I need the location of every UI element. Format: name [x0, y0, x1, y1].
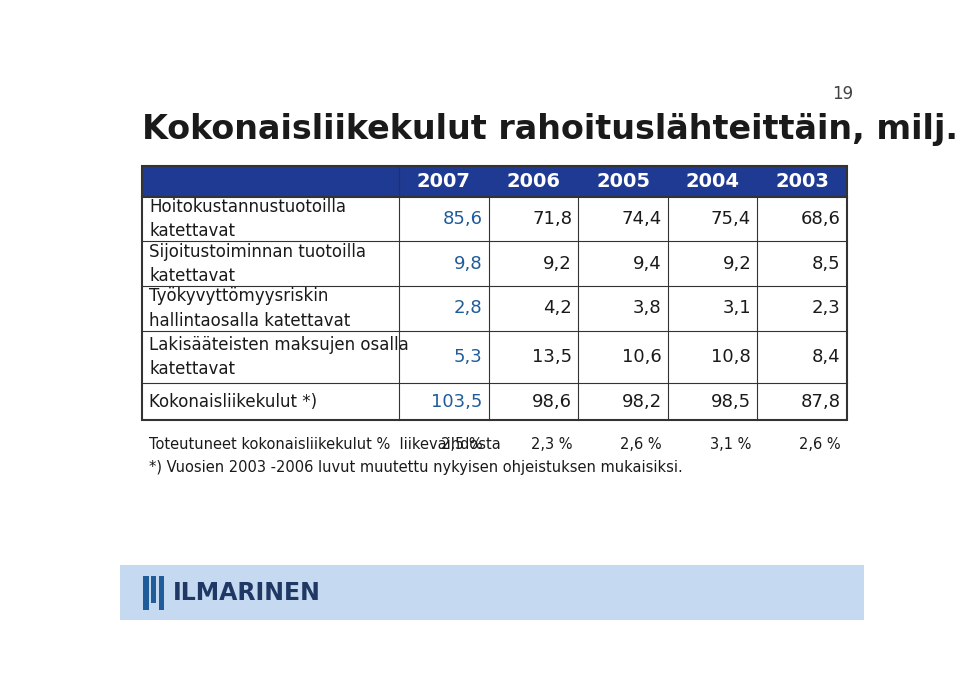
- Text: 3,1 %: 3,1 %: [709, 437, 751, 452]
- Bar: [142, 286, 847, 331]
- Text: Kokonaisliikekulut *): Kokonaisliikekulut *): [150, 392, 318, 411]
- Text: 98,5: 98,5: [711, 392, 751, 411]
- Text: 8,4: 8,4: [812, 348, 841, 366]
- Text: 98,2: 98,2: [621, 392, 661, 411]
- Text: 87,8: 87,8: [801, 392, 841, 411]
- Text: Sijoitustoiminnan tuotoilla
katettavat: Sijoitustoiminnan tuotoilla katettavat: [150, 243, 367, 285]
- Text: Kokonaisliikekulut rahoituslähteittäin, milj. euroa: Kokonaisliikekulut rahoituslähteittäin, …: [142, 113, 960, 146]
- Bar: [142, 166, 847, 197]
- Text: 2004: 2004: [685, 172, 739, 191]
- Text: 2006: 2006: [507, 172, 561, 191]
- Text: 2,6 %: 2,6 %: [799, 437, 841, 452]
- Text: 8,5: 8,5: [812, 255, 841, 273]
- Text: 3,1: 3,1: [723, 300, 751, 317]
- Text: 71,8: 71,8: [532, 210, 572, 228]
- Text: 68,6: 68,6: [801, 210, 841, 228]
- Text: 9,2: 9,2: [723, 255, 751, 273]
- Text: Työkyvyttömyysriskin
hallintaosalla katettavat: Työkyvyttömyysriskin hallintaosalla kate…: [150, 287, 350, 330]
- Bar: [142, 166, 847, 420]
- Bar: [151, 576, 156, 603]
- Text: 2,3 %: 2,3 %: [531, 437, 572, 452]
- Text: 19: 19: [832, 86, 853, 103]
- Text: 2,8: 2,8: [454, 300, 483, 317]
- Text: 13,5: 13,5: [532, 348, 572, 366]
- Bar: [143, 576, 149, 610]
- Bar: [142, 197, 847, 241]
- Text: Toteutuneet kokonaisliikekulut %  liikevaihdosta: Toteutuneet kokonaisliikekulut % liikeva…: [150, 437, 501, 452]
- Text: 74,4: 74,4: [621, 210, 661, 228]
- Text: 2,3: 2,3: [812, 300, 841, 317]
- Text: 9,8: 9,8: [454, 255, 483, 273]
- Text: 2005: 2005: [596, 172, 650, 191]
- Text: 103,5: 103,5: [431, 392, 483, 411]
- Text: 2007: 2007: [417, 172, 470, 191]
- Bar: [142, 383, 847, 420]
- Text: Hoitokustannustuotoilla
katettavat: Hoitokustannustuotoilla katettavat: [150, 198, 347, 240]
- Text: 10,6: 10,6: [622, 348, 661, 366]
- Text: 2,5 %: 2,5 %: [441, 437, 483, 452]
- Bar: [158, 576, 164, 610]
- Text: 2003: 2003: [776, 172, 829, 191]
- Text: 3,8: 3,8: [633, 300, 661, 317]
- Bar: [142, 331, 847, 383]
- Text: 85,6: 85,6: [443, 210, 483, 228]
- Bar: [120, 565, 864, 620]
- Text: Lakisääteisten maksujen osalla
katettavat: Lakisääteisten maksujen osalla katettava…: [150, 336, 409, 378]
- Text: 9,2: 9,2: [543, 255, 572, 273]
- Text: ILMARINEN: ILMARINEN: [173, 581, 321, 604]
- Bar: [142, 241, 847, 286]
- Text: 98,6: 98,6: [532, 392, 572, 411]
- Text: 4,2: 4,2: [543, 300, 572, 317]
- Text: *) Vuosien 2003 -2006 luvut muutettu nykyisen ohjeistuksen mukaisiksi.: *) Vuosien 2003 -2006 luvut muutettu nyk…: [150, 461, 684, 475]
- Text: 75,4: 75,4: [711, 210, 751, 228]
- Text: 10,8: 10,8: [711, 348, 751, 366]
- Text: 2,6 %: 2,6 %: [620, 437, 661, 452]
- Text: 5,3: 5,3: [454, 348, 483, 366]
- Text: 9,4: 9,4: [633, 255, 661, 273]
